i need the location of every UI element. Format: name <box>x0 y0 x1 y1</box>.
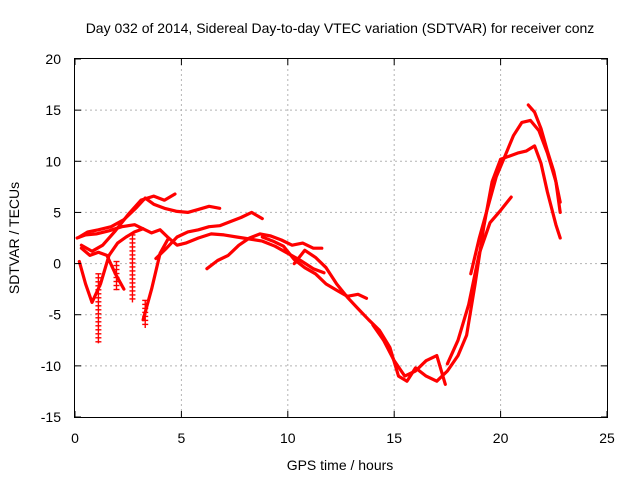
x-tick-label: 20 <box>493 430 509 446</box>
y-tick-label: -10 <box>41 358 61 374</box>
x-tick-label: 10 <box>280 430 296 446</box>
y-tick-label: 0 <box>53 256 61 272</box>
marker-spike-1 <box>95 273 102 344</box>
series-line-arc-4 <box>154 210 264 261</box>
x-tick-label: 25 <box>599 430 615 446</box>
series-line-arc-2 <box>77 196 222 239</box>
series-line-arc-6 <box>79 246 126 291</box>
y-tick-label: 15 <box>45 102 61 118</box>
y-tick-label: 20 <box>45 51 61 67</box>
plot-frame <box>74 58 608 418</box>
marker-spike-3 <box>129 234 136 303</box>
series-line-arc-5 <box>77 227 145 304</box>
y-tick-label: -15 <box>41 409 61 425</box>
marker-spike-2 <box>113 260 120 291</box>
series-line-arc-11 <box>371 323 447 386</box>
x-tick-label: 0 <box>71 430 79 446</box>
grid <box>75 59 607 417</box>
y-tick-label: 5 <box>53 204 61 220</box>
y-axis-label: SDTVAR / TECUs <box>6 182 22 294</box>
y-tick-label: -5 <box>49 307 62 323</box>
marker-spike-4 <box>142 299 149 329</box>
x-axis-label: GPS time / hours <box>287 457 394 473</box>
x-tick-label: 15 <box>386 430 402 446</box>
tick-labels: 0 5 10 15 20 25 -15 -10 -5 0 5 10 15 20 <box>41 51 615 446</box>
series-line-arc-9 <box>260 235 369 300</box>
series-line-arc-14 <box>526 103 562 204</box>
data-series <box>75 103 562 386</box>
x-tick-label: 5 <box>178 430 186 446</box>
chart-title: Day 032 of 2014, Sidereal Day-to-day VTE… <box>86 20 595 36</box>
series-line-arc-12 <box>445 195 513 366</box>
y-tick-label: 10 <box>45 153 61 169</box>
axis-ticks <box>74 58 608 418</box>
series-line-arc-8 <box>205 232 324 271</box>
series-line-arc-3 <box>79 192 177 253</box>
